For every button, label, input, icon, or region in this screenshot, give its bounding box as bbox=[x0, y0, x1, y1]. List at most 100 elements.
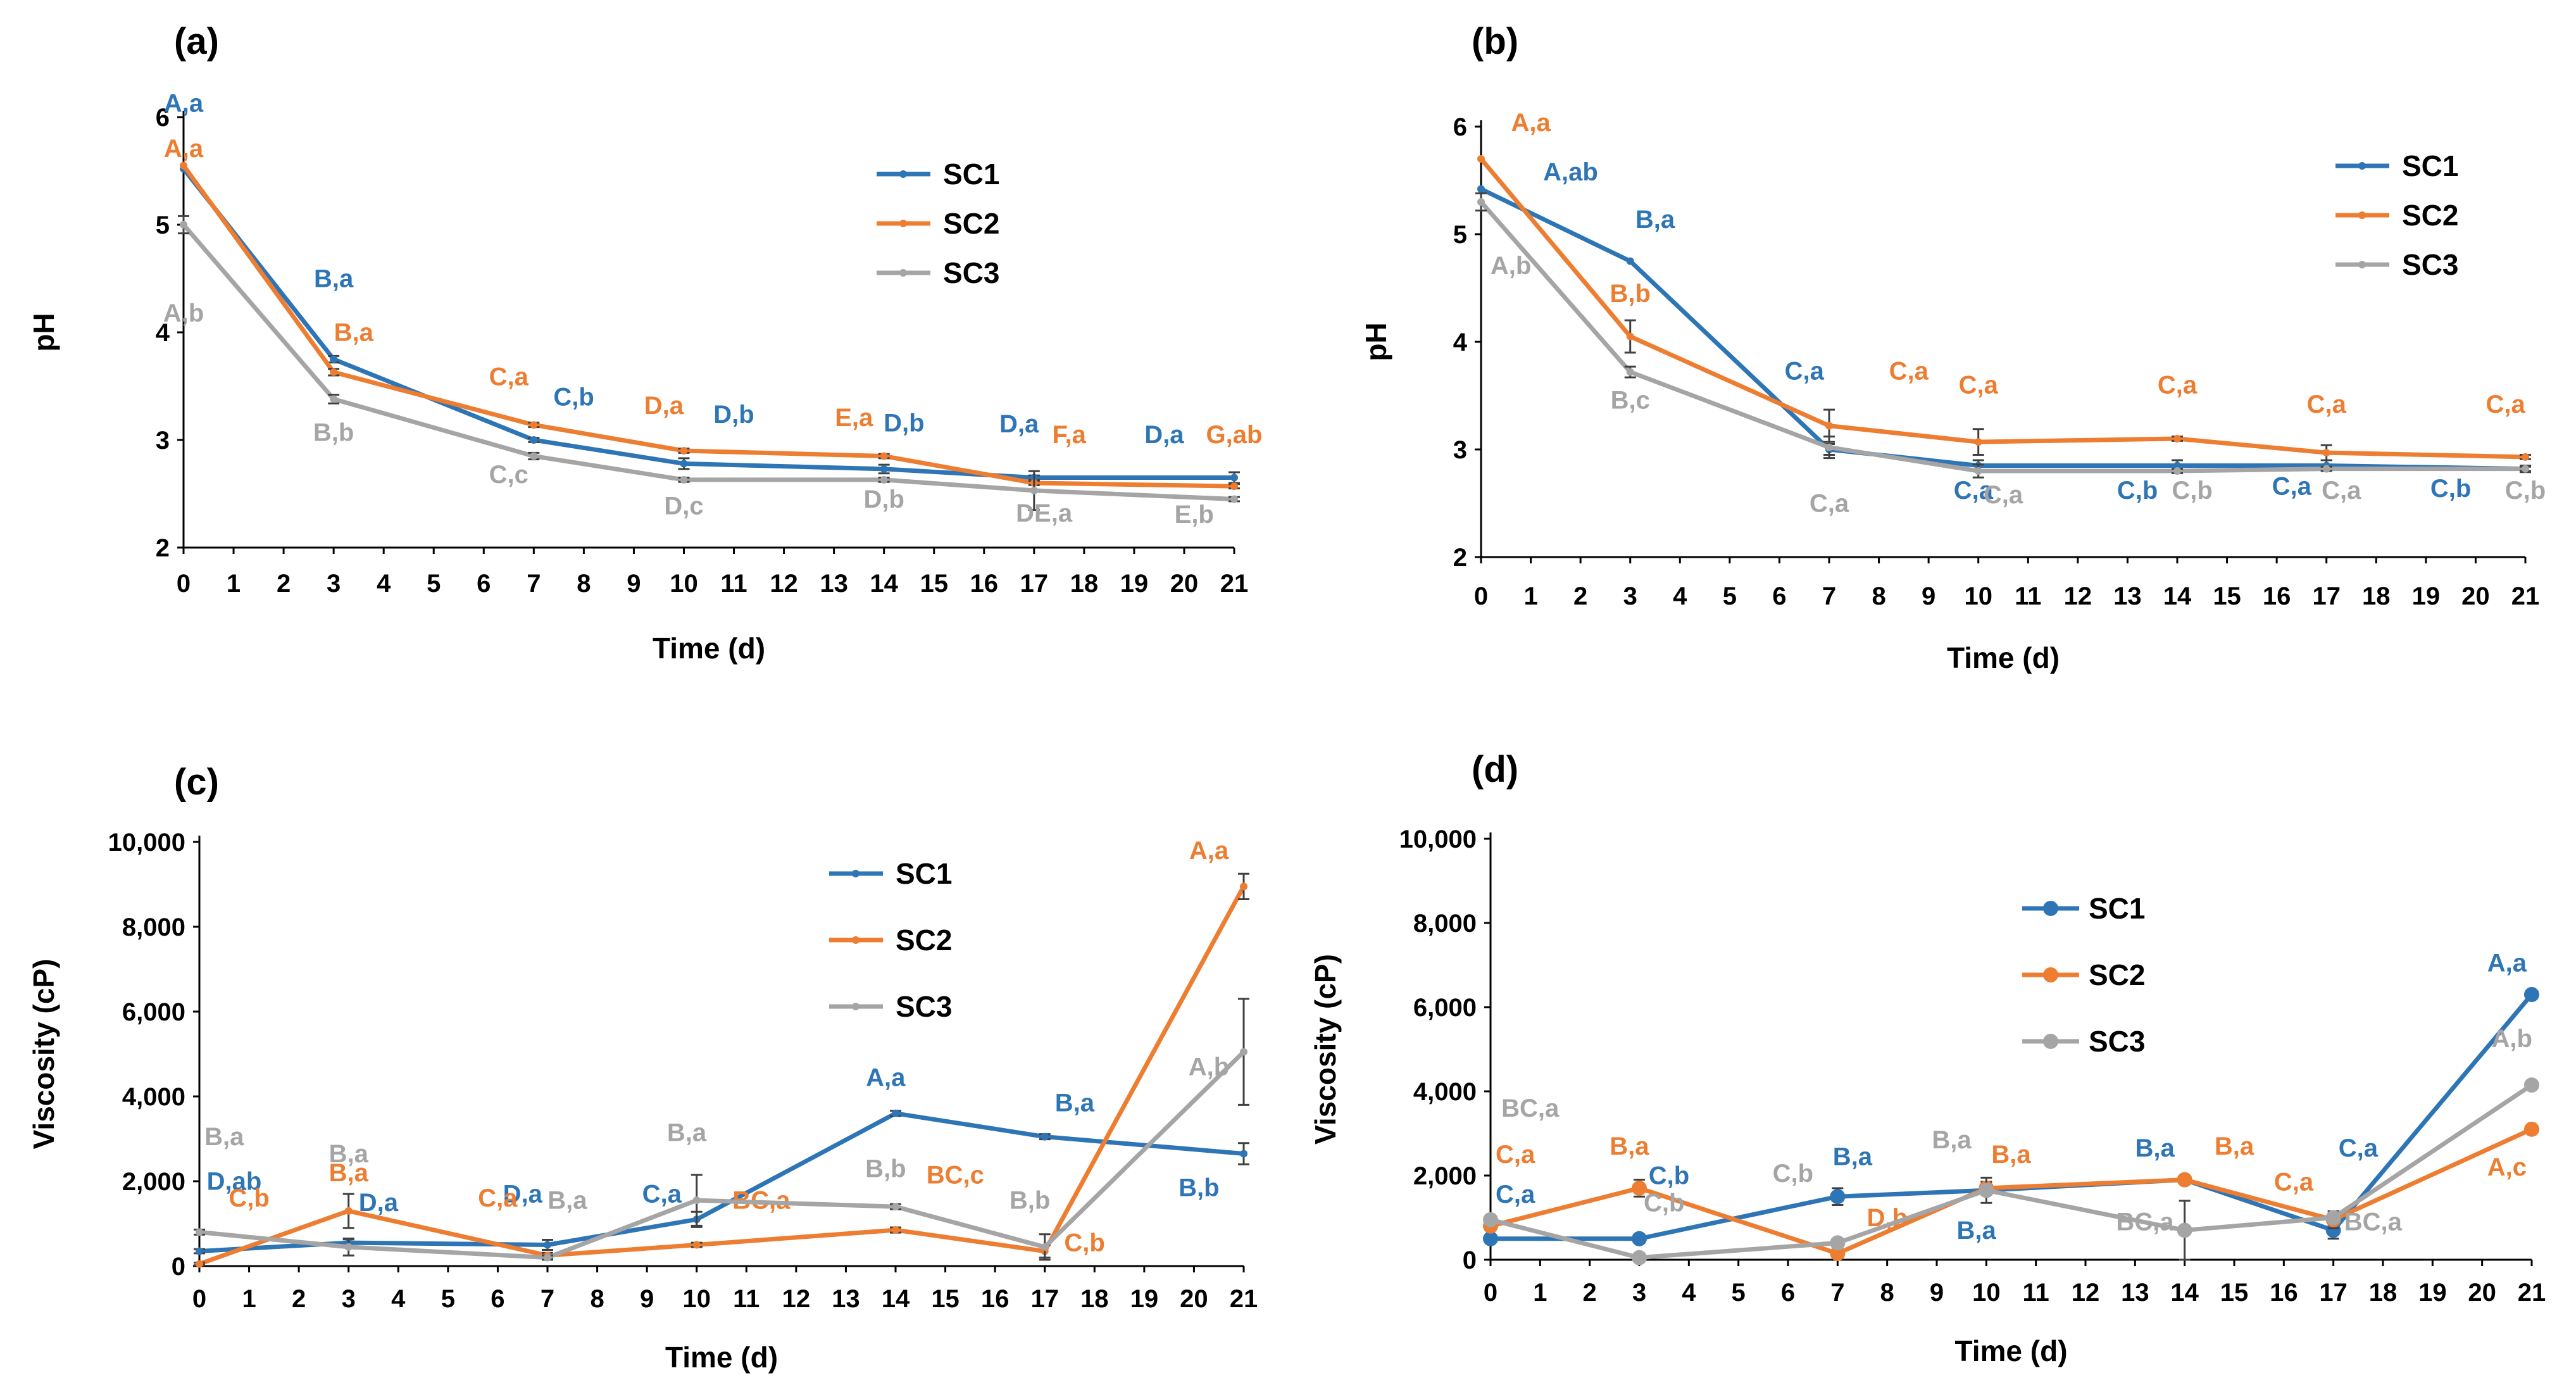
chart-2-sc3-annotation: B,c bbox=[1611, 386, 1650, 414]
chart-1-sc3-point bbox=[1030, 486, 1038, 494]
chart-3-sc2-annotation: C,b bbox=[228, 1184, 269, 1212]
chart-3-panel-label: (c) bbox=[174, 762, 219, 803]
chart-2-legend-sc3-marker bbox=[2358, 261, 2366, 268]
chart-3-x-tick-label: 21 bbox=[1230, 1285, 1258, 1313]
chart-1-sc1-annotation: D,b bbox=[884, 409, 924, 437]
chart-2-sc2-annotation: C,a bbox=[1959, 372, 1999, 399]
chart-4-x-tick-label: 1 bbox=[1533, 1279, 1547, 1307]
chart-3-x-tick-label: 2 bbox=[292, 1285, 306, 1313]
chart-4-sc3-point bbox=[1979, 1183, 1994, 1198]
chart-3-x-tick-label: 4 bbox=[391, 1285, 406, 1313]
chart-2-x-tick-label: 11 bbox=[2015, 582, 2041, 610]
chart-3-x-tick-label: 11 bbox=[733, 1285, 760, 1313]
chart-2-x-tick-label: 0 bbox=[1474, 582, 1488, 610]
chart-3-legend-sc3-marker bbox=[852, 1003, 860, 1010]
chart-2-sc2-point bbox=[1974, 438, 1982, 446]
chart-3-x-tick-label: 16 bbox=[981, 1285, 1010, 1313]
chart-1-x-tick-label: 3 bbox=[327, 570, 341, 598]
chart-4-sc1-point bbox=[1632, 1231, 1647, 1246]
chart-2-x-tick-label: 2 bbox=[1573, 582, 1587, 610]
chart-4-x-tick-label: 2 bbox=[1583, 1279, 1597, 1307]
chart-4-sc3-point bbox=[2524, 1077, 2539, 1093]
chart-1-sc1-point bbox=[1230, 474, 1238, 482]
chart-2-sc3-annotation: C,a bbox=[1810, 490, 1849, 518]
chart-4-sc2-annotation: C,a bbox=[2274, 1168, 2314, 1196]
chart-3-sc3-point bbox=[892, 1203, 899, 1211]
chart-3-x-tick-label: 12 bbox=[782, 1285, 811, 1313]
chart-4-sc2-annotation: B,a bbox=[1610, 1132, 1649, 1160]
chart-3-sc2-point bbox=[692, 1241, 701, 1249]
chart-1-sc3-point bbox=[180, 221, 187, 229]
chart-2-y-tick-label: 5 bbox=[1453, 221, 1467, 249]
chart-2-sc3-annotation: C,a bbox=[2322, 477, 2361, 505]
chart-4-x-tick-label: 21 bbox=[2518, 1279, 2546, 1307]
chart-3-x-tick-label: 0 bbox=[192, 1285, 206, 1313]
chart-2-y-axis-title: pH bbox=[1360, 322, 1392, 361]
chart-1-x-tick-label: 17 bbox=[1020, 570, 1049, 598]
chart-2-sc1-point bbox=[1477, 185, 1485, 193]
chart-1-x-tick-label: 12 bbox=[770, 570, 798, 598]
chart-2-x-tick-label: 21 bbox=[2511, 582, 2540, 610]
chart-2-x-tick-label: 13 bbox=[2113, 582, 2142, 610]
chart-4-x-tick-label: 12 bbox=[2072, 1279, 2100, 1307]
chart-2-sc3-point bbox=[1974, 467, 1982, 475]
chart-3-sc1-annotation: D,ab bbox=[207, 1167, 262, 1195]
chart-4-sc2-point bbox=[2524, 1121, 2539, 1137]
chart-2-sc2-annotation: C,a bbox=[1889, 358, 1929, 386]
chart-1-panel-label: (a) bbox=[174, 21, 219, 62]
chart-4-sc1-point bbox=[1483, 1231, 1498, 1246]
chart-2-x-tick-label: 20 bbox=[2461, 582, 2490, 610]
chart-2-x-tick-label: 8 bbox=[1872, 582, 1885, 610]
chart-1-legend-sc2-label: SC2 bbox=[943, 207, 999, 240]
chart-4-legend-sc3-label: SC3 bbox=[2089, 1025, 2145, 1058]
chart-1-x-tick-label: 21 bbox=[1220, 570, 1249, 598]
chart-4-sc3-annotation: C,b bbox=[1773, 1160, 1813, 1188]
chart-3-x-tick-label: 5 bbox=[441, 1285, 455, 1313]
chart-3-sc2-annotation: BC,c bbox=[927, 1161, 984, 1189]
chart-1-x-tick-label: 14 bbox=[870, 570, 898, 598]
chart-2-x-tick-label: 10 bbox=[1964, 582, 1992, 610]
chart-2-sc1-annotation: A,ab bbox=[1543, 158, 1598, 186]
chart-3-sc1-annotation: D,a bbox=[359, 1189, 399, 1217]
chart-2-x-tick-label: 12 bbox=[2064, 582, 2092, 610]
chart-4-sc1-annotation: C,a bbox=[1496, 1181, 1535, 1208]
chart-3-sc2-annotation: A,a bbox=[1189, 837, 1229, 865]
chart-4-sc1-point bbox=[2524, 987, 2539, 1003]
chart-1-y-tick-label: 2 bbox=[156, 534, 170, 562]
chart-3-x-tick-label: 6 bbox=[491, 1285, 504, 1313]
chart-4-sc2-annotation: B,a bbox=[1991, 1141, 2031, 1169]
chart-4-x-tick-label: 17 bbox=[2319, 1279, 2348, 1307]
chart-1-sc3-annotation: DE,a bbox=[1016, 499, 1073, 527]
chart-3-sc1-point bbox=[1041, 1132, 1049, 1141]
chart-2-sc2-point bbox=[1825, 422, 1833, 430]
chart-4-legend-sc1-label: SC1 bbox=[2089, 892, 2145, 925]
chart-4-legend-sc2-marker bbox=[2043, 967, 2058, 982]
chart-3-sc2-point bbox=[196, 1260, 203, 1268]
chart-3-sc1-annotation: A,a bbox=[866, 1063, 906, 1091]
chart-2-sc3-annotation: C,b bbox=[2505, 477, 2546, 505]
chart-3-sc2-annotation: C,b bbox=[1064, 1229, 1104, 1257]
chart-2-legend-sc3-label: SC3 bbox=[2402, 248, 2458, 281]
chart-1-x-tick-label: 5 bbox=[427, 570, 441, 598]
chart-1-sc3-point bbox=[1230, 495, 1238, 503]
chart-2-sc3-point bbox=[1477, 198, 1485, 206]
chart-4-sc3-point bbox=[2177, 1222, 2192, 1238]
chart-2-x-tick-label: 14 bbox=[2163, 582, 2192, 610]
chart-2-panel-label: (b) bbox=[1472, 21, 1518, 62]
chart-2-x-tick-label: 19 bbox=[2412, 582, 2441, 610]
chart-3-sc2-annotation: B,a bbox=[329, 1159, 369, 1187]
chart-4-x-tick-label: 10 bbox=[1972, 1279, 2001, 1307]
chart-4-x-tick-label: 0 bbox=[1484, 1279, 1497, 1307]
chart-3-sc1-annotation: D,a bbox=[503, 1181, 543, 1208]
chart-1-sc2-point bbox=[180, 161, 187, 170]
chart-3-sc3-point bbox=[196, 1228, 203, 1236]
chart-3-legend-sc3-label: SC3 bbox=[896, 990, 952, 1023]
chart-2-x-tick-label: 4 bbox=[1673, 582, 1687, 610]
chart-1-sc2-annotation: D,a bbox=[644, 392, 684, 420]
chart-1-sc2-annotation: E,a bbox=[835, 404, 873, 432]
chart-2-sc2-annotation: C,a bbox=[2158, 372, 2198, 399]
chart-2-sc1-point bbox=[2173, 461, 2181, 470]
chart-4-x-tick-label: 7 bbox=[1830, 1279, 1844, 1307]
chart-3-sc3-annotation: B,a bbox=[547, 1187, 587, 1215]
chart-2-sc1-point bbox=[1626, 257, 1634, 265]
